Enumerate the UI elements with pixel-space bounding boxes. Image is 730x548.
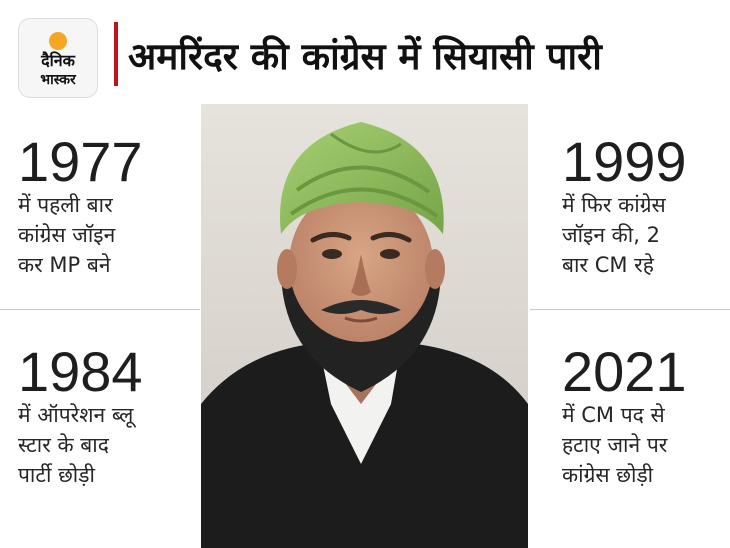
dainik-bhaskar-logo: दैनिक भास्कर xyxy=(18,18,98,98)
logo-line-1: दैनिक xyxy=(41,51,75,70)
sun-icon xyxy=(49,32,67,50)
fact-line: जॉइन की, 2 xyxy=(562,223,660,247)
fact-line: स्टार के बाद xyxy=(18,433,109,457)
logo-line-2: भास्कर xyxy=(40,72,76,88)
fact-line: कांग्रेस छोड़ी xyxy=(562,463,654,487)
title-accent-bar xyxy=(114,22,118,86)
fact-year: 1999 xyxy=(562,130,687,193)
fact-line: में CM पद से xyxy=(562,403,665,427)
fact-line: कर MP बने xyxy=(18,253,111,277)
right-divider xyxy=(530,309,730,310)
fact-1999: 1999 में फिर कांग्रेस जॉइन की, 2 बार CM … xyxy=(562,134,687,280)
fact-1984: 1984 में ऑपरेशन ब्लू स्टार के बाद पार्टी… xyxy=(18,344,143,490)
page-title: अमरिंदर की कांग्रेस में सियासी पारी xyxy=(128,34,602,78)
fact-2021: 2021 में CM पद से हटाए जाने पर कांग्रेस … xyxy=(562,344,687,490)
fact-line: हटाए जाने पर xyxy=(562,433,668,457)
fact-line: में फिर कांग्रेस xyxy=(562,193,666,217)
fact-year: 1977 xyxy=(18,130,143,193)
left-divider xyxy=(0,309,200,310)
fact-line: कांग्रेस जॉइन xyxy=(18,223,116,247)
fact-line: में ऑपरेशन ब्लू xyxy=(18,403,134,427)
fact-line: बार CM रहे xyxy=(562,253,654,277)
fact-year: 1984 xyxy=(18,340,143,403)
fact-line: में पहली बार xyxy=(18,193,113,217)
portrait-photo xyxy=(201,104,528,548)
fact-line: पार्टी छोड़ी xyxy=(18,463,95,487)
fact-1977: 1977 में पहली बार कांग्रेस जॉइन कर MP बन… xyxy=(18,134,143,280)
fact-year: 2021 xyxy=(562,340,687,403)
